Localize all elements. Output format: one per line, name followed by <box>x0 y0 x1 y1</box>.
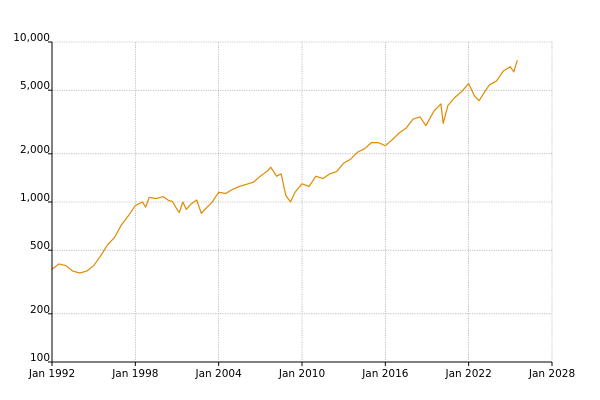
tick-labels: Jan 1992 Jan 1998 Jan 2004 Jan 2010 Jan 2016… <box>13 32 575 380</box>
y-tick-label: 1,000 <box>20 192 50 204</box>
x-tick-label: Jan 2010 <box>278 368 325 380</box>
series-line <box>51 59 518 274</box>
y-tick-label: 5,000 <box>20 80 50 92</box>
x-tick-label: Jan 2028 <box>528 368 575 380</box>
y-tick-label: 200 <box>30 304 50 316</box>
series-layer <box>51 59 518 274</box>
y-tick-label: 10,000 <box>13 32 50 44</box>
x-tick-label: Jan 2004 <box>195 368 243 380</box>
x-tick-label: Jan 1992 <box>28 368 75 380</box>
x-tick-label: Jan 1998 <box>111 368 158 380</box>
axes <box>48 41 553 366</box>
x-tick-label: Jan 2022 <box>445 368 492 380</box>
gridlines <box>51 41 553 363</box>
y-tick-label: 100 <box>30 352 50 364</box>
y-tick-label: 500 <box>30 240 50 252</box>
y-tick-label: 2,000 <box>20 144 50 156</box>
x-tick-label: Jan 2016 <box>361 368 409 380</box>
